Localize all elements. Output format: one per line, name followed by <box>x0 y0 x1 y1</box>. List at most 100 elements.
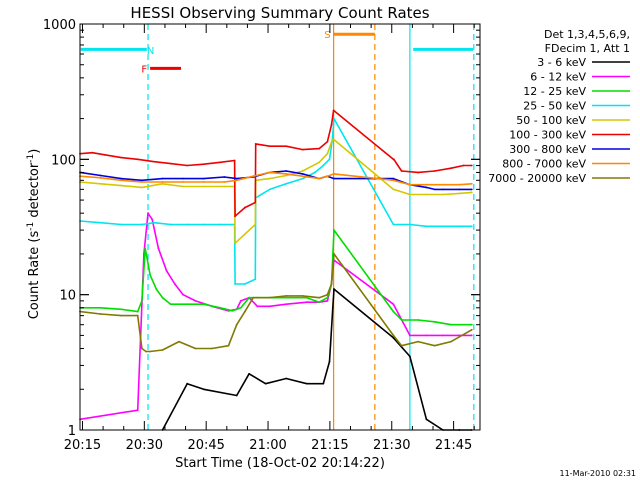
y-axis-ticks: 1 10 100 1000 <box>43 18 480 439</box>
data-point <box>268 188 271 191</box>
data-point <box>333 173 335 175</box>
data-point <box>450 167 453 170</box>
data-point <box>234 215 236 218</box>
data-point <box>318 147 321 150</box>
data-point <box>458 183 461 186</box>
data-point <box>392 223 395 226</box>
data-point <box>248 296 250 299</box>
series-line <box>79 109 472 217</box>
data-point <box>165 269 168 272</box>
data-point <box>450 340 453 343</box>
data-point <box>332 109 335 112</box>
data-point <box>140 181 143 183</box>
data-point <box>91 151 94 154</box>
data-point <box>441 334 444 337</box>
data-point <box>178 340 180 343</box>
legend-label: 3 - 6 keV <box>537 56 586 69</box>
data-point <box>417 319 420 321</box>
data-point <box>330 123 333 126</box>
data-point <box>458 188 461 191</box>
plot-area: NF S <box>79 24 475 431</box>
data-point <box>161 181 164 183</box>
timestamp-label: 11-Mar-2010 02:31 <box>560 469 637 478</box>
data-point <box>433 188 436 191</box>
data-point <box>136 314 139 317</box>
data-point <box>285 170 288 172</box>
data-point <box>145 350 147 353</box>
data-point <box>182 185 184 188</box>
data-point <box>433 170 436 172</box>
data-point <box>99 221 102 224</box>
legend-label: 12 - 25 keV <box>523 85 586 98</box>
data-point <box>441 193 444 196</box>
data-point <box>144 247 147 250</box>
y-axis-label-mid: detector <box>27 162 42 222</box>
data-point <box>231 309 234 312</box>
data-point <box>326 175 329 178</box>
data-point <box>120 314 123 317</box>
data-point <box>149 350 152 353</box>
data-point <box>450 323 453 326</box>
data-point <box>400 344 403 347</box>
data-point <box>169 303 172 306</box>
data-point <box>161 182 164 185</box>
chart-title: HESSI Observing Summary Count Rates <box>130 4 429 22</box>
series-2 <box>79 229 473 326</box>
data-point <box>120 156 123 159</box>
data-point <box>254 143 257 145</box>
data-point <box>256 305 259 308</box>
flag-label-s: S <box>324 30 330 41</box>
data-point <box>149 273 152 276</box>
data-point <box>408 223 411 226</box>
x-tick-label: 21:15 <box>311 438 348 453</box>
flag-label-f: F <box>141 64 147 75</box>
data-point <box>182 181 184 183</box>
data-point <box>186 223 189 226</box>
data-point <box>219 223 222 226</box>
y-tick-label: 1 <box>68 424 76 439</box>
legend-header-1: Det 1,3,4,5,6,9, <box>544 28 630 41</box>
series-8 <box>79 253 473 353</box>
data-point <box>169 162 172 165</box>
y-axis-label-main: Count Rate (s <box>27 231 42 320</box>
data-point <box>417 171 420 174</box>
data-point <box>305 296 308 299</box>
data-point <box>322 382 325 385</box>
data-point <box>147 212 149 215</box>
data-point <box>285 294 288 297</box>
data-point <box>433 320 436 323</box>
data-point <box>99 182 102 185</box>
data-point <box>211 347 213 350</box>
data-point <box>235 179 238 182</box>
data-point <box>392 177 395 180</box>
data-point <box>120 177 123 180</box>
data-point <box>333 177 335 180</box>
data-point <box>120 223 123 226</box>
data-point <box>202 163 205 166</box>
data-point <box>248 372 250 375</box>
x-tick-label: 20:30 <box>126 438 163 453</box>
data-point <box>392 179 395 182</box>
data-point <box>331 138 334 141</box>
data-point <box>268 305 271 308</box>
legend-label: 25 - 50 keV <box>523 100 586 113</box>
data-point <box>305 382 308 385</box>
data-point <box>254 201 257 204</box>
data-point <box>202 223 205 226</box>
x-tick-label: 21:30 <box>373 438 410 453</box>
y-tick-label: 1000 <box>43 18 76 33</box>
data-point <box>202 388 205 391</box>
data-point <box>99 174 102 177</box>
data-point <box>182 293 184 296</box>
y-tick-label: 100 <box>51 153 76 168</box>
data-point <box>140 347 143 350</box>
legend-label: 300 - 800 keV <box>509 143 586 156</box>
data-point <box>239 299 242 302</box>
data-point <box>318 296 321 299</box>
data-point <box>328 360 331 363</box>
data-point <box>194 347 197 350</box>
data-point <box>433 344 436 347</box>
data-point <box>333 138 335 141</box>
x-tick-label: 21:00 <box>249 438 286 453</box>
data-point <box>254 278 257 281</box>
